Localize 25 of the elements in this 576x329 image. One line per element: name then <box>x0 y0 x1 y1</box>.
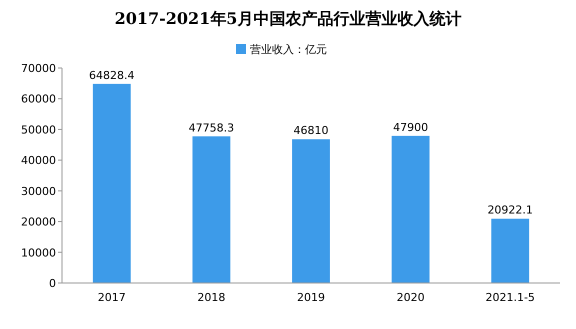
x-tick-label: 2018 <box>197 291 226 304</box>
y-tick-label: 30000 <box>21 184 56 198</box>
y-tick-label: 10000 <box>21 246 56 260</box>
bar <box>392 136 430 283</box>
text: 46810 <box>294 124 328 138</box>
y-tick-label: 50000 <box>21 123 56 136</box>
chart-title: 2017-2021年5月中国农产品行业营业收入统计 <box>114 9 462 28</box>
y-tick-label: 20000 <box>21 216 56 229</box>
text: 47758.3 <box>188 121 234 134</box>
bar <box>92 84 131 283</box>
y-tick-label: 40000 <box>21 154 56 168</box>
bar <box>292 139 330 283</box>
text: 20922.1 <box>487 204 533 217</box>
x-tick-label: 2020 <box>396 291 425 304</box>
x-tick-label: 2019 <box>297 291 325 304</box>
y-tick-label: 0 <box>49 277 56 290</box>
y-tick-label: 60000 <box>21 92 56 106</box>
text: 47900 <box>393 120 428 134</box>
bar <box>192 136 230 283</box>
bar <box>491 218 530 283</box>
x-tick-label: 2021.1-5 <box>485 291 535 304</box>
text: 64828.4 <box>89 68 135 82</box>
y-tick-label: 70000 <box>21 62 56 75</box>
legend-label: 营业收入：亿元 <box>250 43 327 56</box>
x-tick-label: 2017 <box>98 291 126 304</box>
